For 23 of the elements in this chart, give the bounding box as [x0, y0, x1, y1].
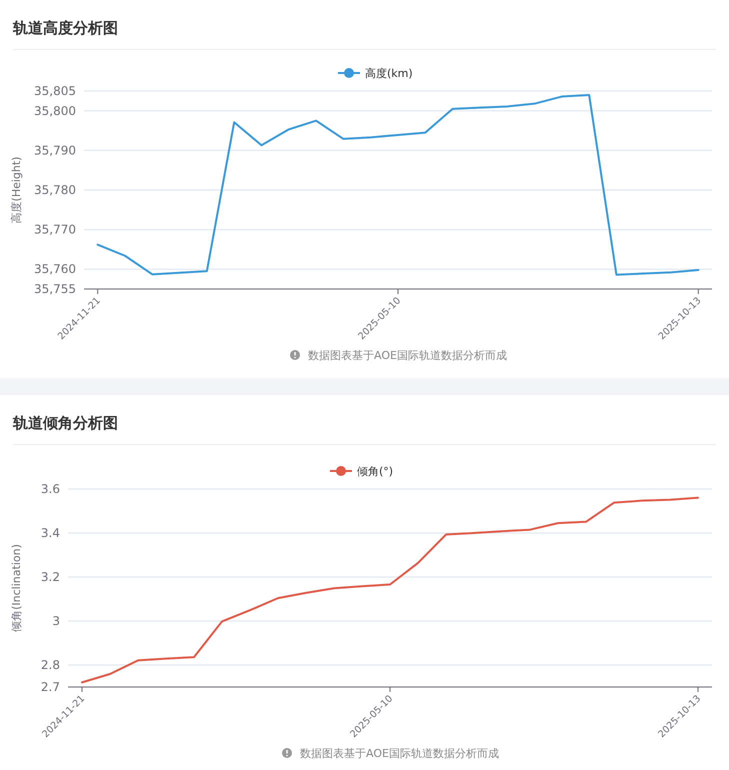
- text: 数据图表基于AOE国际轨道数据分析而成: [308, 349, 507, 362]
- line-series: [96, 94, 700, 276]
- y-tick-label: 35,770: [34, 222, 76, 237]
- y-tick-label: 35,755: [34, 282, 76, 296]
- chart-title: 轨道倾角分析图: [12, 414, 118, 432]
- y-tick-label: 35,805: [34, 84, 76, 98]
- legend-label: 倾角(°): [357, 465, 394, 478]
- chart-title: 轨道高度分析图: [12, 19, 118, 37]
- y-axis-title: 高度(Height): [10, 156, 23, 224]
- y-tick-label: 35,800: [34, 104, 76, 118]
- text: 数据图表基于AOE国际轨道数据分析而成: [300, 747, 499, 760]
- y-tick-label: 35,780: [34, 183, 76, 197]
- y-tick-label: 3: [52, 614, 60, 628]
- y-tick-label: 35,790: [34, 143, 76, 158]
- y-tick-label: 3.2: [40, 570, 60, 584]
- y-tick-label: 35,760: [34, 262, 76, 276]
- y-tick-label: 2.7: [40, 680, 60, 694]
- line-series: [81, 496, 699, 684]
- y-tick-label: 3.6: [40, 482, 60, 496]
- legend-label: 高度(km): [365, 67, 413, 80]
- y-tick-label: 2.8: [40, 658, 60, 672]
- y-axis-title: 倾角(Inclination): [10, 544, 23, 632]
- y-tick-label: 3.4: [40, 526, 60, 540]
